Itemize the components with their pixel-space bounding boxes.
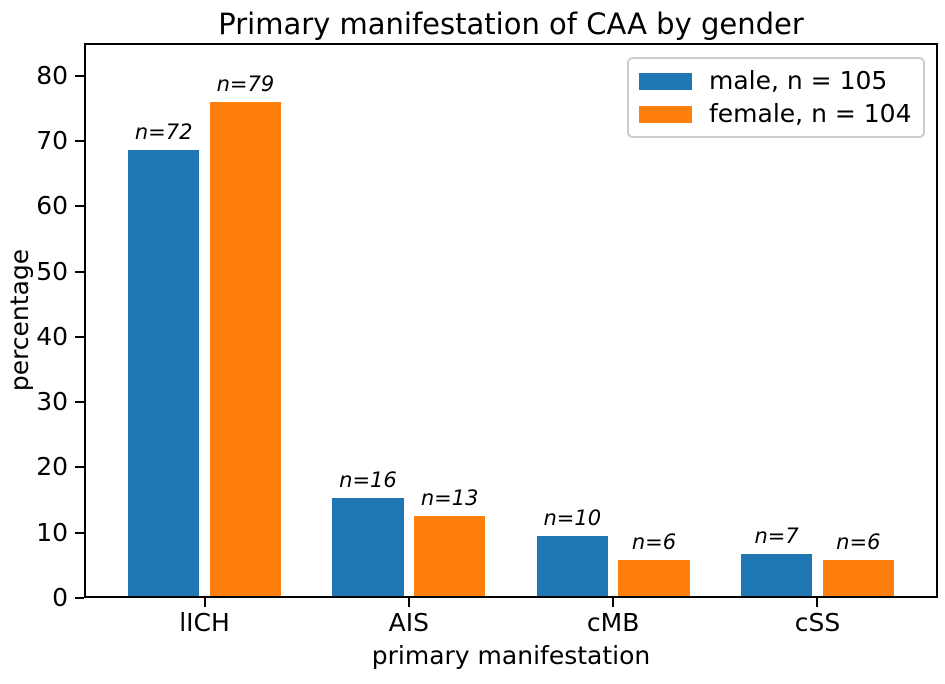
x-tick-label-lICH: lICH — [179, 608, 230, 637]
legend: male, n = 105 female, n = 104 — [627, 57, 925, 138]
chart-title: Primary manifestation of CAA by gender — [218, 7, 804, 41]
bar-annotation-male-AIS: n=16 — [339, 468, 397, 493]
y-tick-mark — [75, 139, 84, 142]
x-axis-label: primary manifestation — [371, 641, 651, 670]
y-tick-mark — [75, 531, 84, 534]
bar-female-cSS — [822, 560, 895, 596]
y-tick-label: 80 — [36, 60, 68, 90]
bar-annotation-female-cMB: n=6 — [631, 530, 677, 555]
bar-annotation-male-cSS: n=7 — [754, 524, 799, 549]
x-tick-mark — [612, 598, 615, 607]
bar-female-lICH — [209, 102, 282, 596]
y-tick-label: 10 — [36, 517, 68, 547]
x-tick-label-cSS: cSS — [794, 608, 841, 637]
bar-annotation-female-AIS: n=13 — [420, 486, 479, 511]
x-tick-mark — [407, 598, 410, 607]
legend-label-female: female, n = 104 — [709, 99, 912, 128]
legend-item-female: female, n = 104 — [639, 99, 913, 129]
x-tick-mark — [816, 598, 819, 607]
bar-male-cMB — [536, 535, 609, 596]
y-tick-mark — [75, 597, 84, 599]
legend-swatch-male — [639, 72, 692, 90]
bar-annotation-female-cSS: n=6 — [836, 530, 881, 555]
y-tick-mark — [75, 270, 84, 273]
x-tick-mark — [203, 598, 206, 607]
y-tick-mark — [75, 205, 84, 208]
bar-annotation-male-cMB: n=10 — [543, 505, 602, 530]
bar-male-cSS — [740, 554, 813, 596]
y-tick-label: 40 — [36, 321, 68, 351]
y-tick-mark — [75, 401, 84, 404]
x-tick-label-cMB: cMB — [586, 608, 640, 637]
bar-male-AIS — [332, 498, 404, 596]
y-tick-label: 70 — [36, 125, 68, 155]
bar-annotation-male-lICH: n=72 — [134, 120, 193, 145]
bar-annotation-female-lICH: n=79 — [216, 72, 275, 97]
legend-item-male: male, n = 105 — [639, 66, 913, 96]
bar-female-AIS — [413, 516, 486, 596]
y-tick-label: 20 — [36, 452, 68, 482]
y-tick-mark — [75, 335, 84, 338]
y-tick-label: 60 — [36, 191, 68, 221]
y-tick-mark — [75, 466, 84, 469]
y-tick-label: 30 — [36, 387, 68, 417]
bar-female-cMB — [618, 560, 690, 596]
legend-label-male: male, n = 105 — [709, 66, 888, 95]
y-tick-label: 0 — [52, 583, 68, 612]
legend-swatch-female — [639, 105, 692, 123]
y-tick-label: 50 — [36, 256, 68, 286]
x-tick-label-AIS: AIS — [388, 608, 430, 637]
y-tick-mark — [75, 74, 84, 77]
bar-male-lICH — [127, 150, 200, 596]
